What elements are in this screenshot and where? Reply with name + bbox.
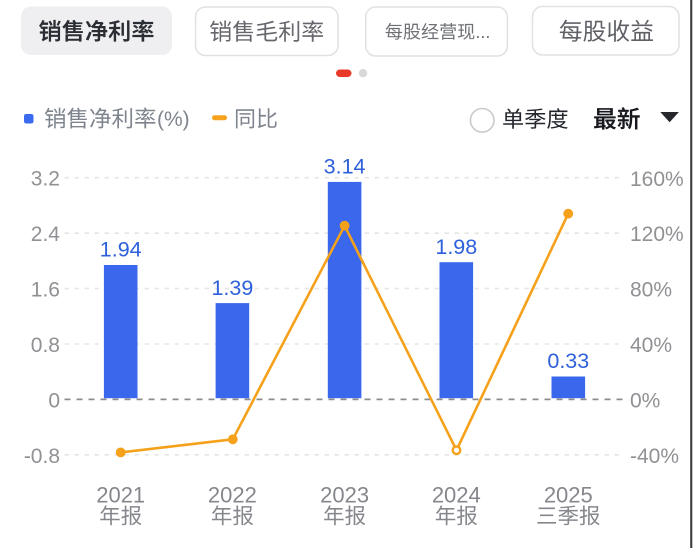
svg-text:0: 0 xyxy=(48,389,60,412)
svg-text:3.14: 3.14 xyxy=(324,155,366,179)
svg-text:120%: 120% xyxy=(630,223,684,246)
svg-text:0.33: 0.33 xyxy=(547,349,589,373)
svg-text:3.2: 3.2 xyxy=(31,168,60,191)
svg-text:2024: 2024 xyxy=(432,483,481,508)
svg-text:1.6: 1.6 xyxy=(31,279,60,302)
svg-text:(%): (%) xyxy=(157,108,190,131)
svg-text:80%: 80% xyxy=(630,279,672,302)
svg-text:1.94: 1.94 xyxy=(100,238,142,262)
svg-text:2023: 2023 xyxy=(320,483,369,508)
svg-text:...: ... xyxy=(475,22,490,42)
svg-text:40%: 40% xyxy=(630,334,672,357)
svg-text:160%: 160% xyxy=(630,168,684,191)
svg-text:1.98: 1.98 xyxy=(435,235,477,259)
svg-text:0.8: 0.8 xyxy=(31,334,60,357)
svg-text:1.39: 1.39 xyxy=(211,276,253,300)
svg-text:2021: 2021 xyxy=(96,483,145,508)
svg-text:0%: 0% xyxy=(630,389,660,412)
svg-text:2025: 2025 xyxy=(544,483,593,508)
svg-text:2.4: 2.4 xyxy=(31,223,61,246)
svg-text:-0.8: -0.8 xyxy=(24,445,60,468)
svg-text:-40%: -40% xyxy=(630,445,679,468)
svg-text:2022: 2022 xyxy=(208,483,257,508)
